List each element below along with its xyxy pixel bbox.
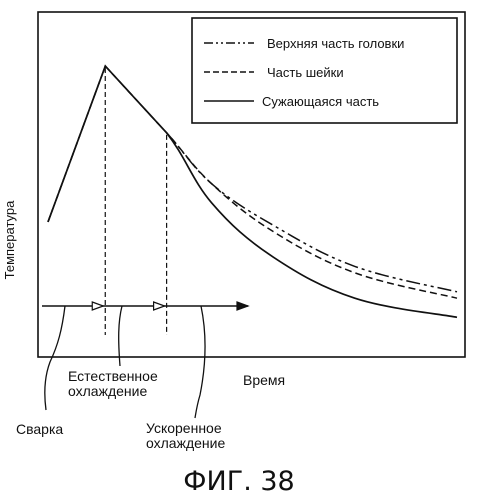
x-axis-label: Время — [243, 372, 285, 388]
leader-lines — [45, 306, 205, 418]
y-axis-label: Температура — [2, 200, 17, 280]
event-markers — [105, 68, 166, 335]
leader-accel — [195, 306, 205, 418]
event-label-accel-line1: Ускоренное — [146, 420, 222, 436]
event-label-weld: Сварка — [16, 421, 63, 437]
legend-entry-neck: Часть шейки — [267, 65, 344, 80]
event-label-natural-line1: Естественное — [68, 368, 158, 384]
legend-entry-taper: Сужающаяся часть — [262, 94, 379, 109]
event-label-accel-line2: охлаждение — [146, 435, 225, 451]
time-arrow — [42, 302, 248, 310]
legend-entry-head-top: Верхняя часть головки — [267, 36, 404, 51]
arrowhead-1 — [92, 302, 103, 310]
arrowhead-2 — [154, 302, 165, 310]
event-label-natural-line2: охлаждение — [68, 383, 147, 399]
arrowhead-end — [237, 302, 248, 310]
legend: Верхняя часть головки Часть шейки Сужающ… — [192, 18, 457, 123]
leader-weld — [45, 306, 65, 410]
figure-caption: ФИГ. 38 — [183, 466, 294, 497]
